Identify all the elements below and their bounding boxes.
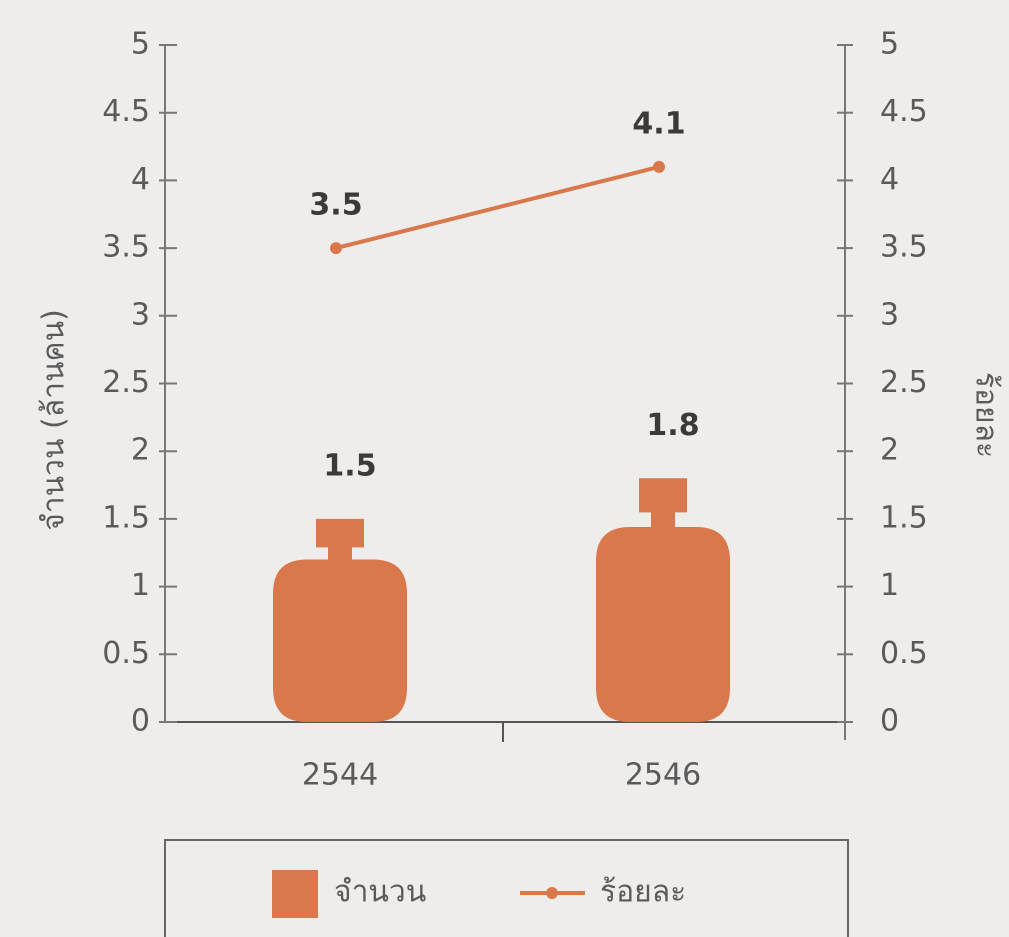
y2-tick-label: 0: [880, 704, 899, 739]
y2-tick-label: 1: [880, 568, 899, 603]
y-tick-label: 1: [131, 568, 150, 603]
y-tick-label: 4.5: [102, 94, 150, 129]
y-tick-label: 5: [131, 27, 150, 62]
y2-tick-label: 3.5: [880, 230, 928, 265]
y2-tick-label: 3: [880, 297, 899, 332]
y-axis-title: จำนวน (ล้านคน): [37, 309, 72, 531]
legend-swatch: [272, 870, 318, 918]
y-tick-label: 3: [131, 297, 150, 332]
line: [335, 164, 660, 251]
bar: [273, 518, 407, 722]
y2-tick-label: 1.5: [880, 500, 928, 535]
y-tick-label: 0.5: [102, 636, 150, 671]
legend-swatch-point: [546, 887, 558, 899]
x-tick-label: 2544: [302, 758, 378, 793]
y2-tick-label: 0.5: [880, 636, 928, 671]
y2-tick-label: 2: [880, 433, 899, 468]
data-label: 1.5: [323, 448, 376, 483]
y2-axis-title: ร้อยละ: [969, 372, 1004, 458]
y2-tick-label: 4.5: [880, 94, 928, 129]
x-tick-label: 2546: [625, 758, 701, 793]
y-tick-label: 2.5: [102, 365, 150, 400]
legend-label: ร้อยละ: [600, 875, 686, 910]
y-tick-label: 4: [131, 162, 150, 197]
line-point: [653, 160, 665, 173]
y2-tick-label: 2.5: [880, 365, 928, 400]
y-tick-label: 2: [131, 433, 150, 468]
y-tick-label: 1.5: [102, 500, 150, 535]
data-label: 4.1: [632, 106, 685, 141]
line-point: [330, 242, 342, 255]
legend-label: จำนวน: [334, 875, 426, 910]
y-tick-label: 3.5: [102, 230, 150, 265]
data-label: 3.5: [309, 188, 362, 223]
data-label: 1.8: [646, 408, 699, 443]
y2-tick-label: 5: [880, 27, 899, 62]
legend-box: [164, 839, 849, 937]
y-tick-label: 0: [131, 704, 150, 739]
y2-tick-label: 4: [880, 162, 899, 197]
bar: [596, 478, 730, 722]
